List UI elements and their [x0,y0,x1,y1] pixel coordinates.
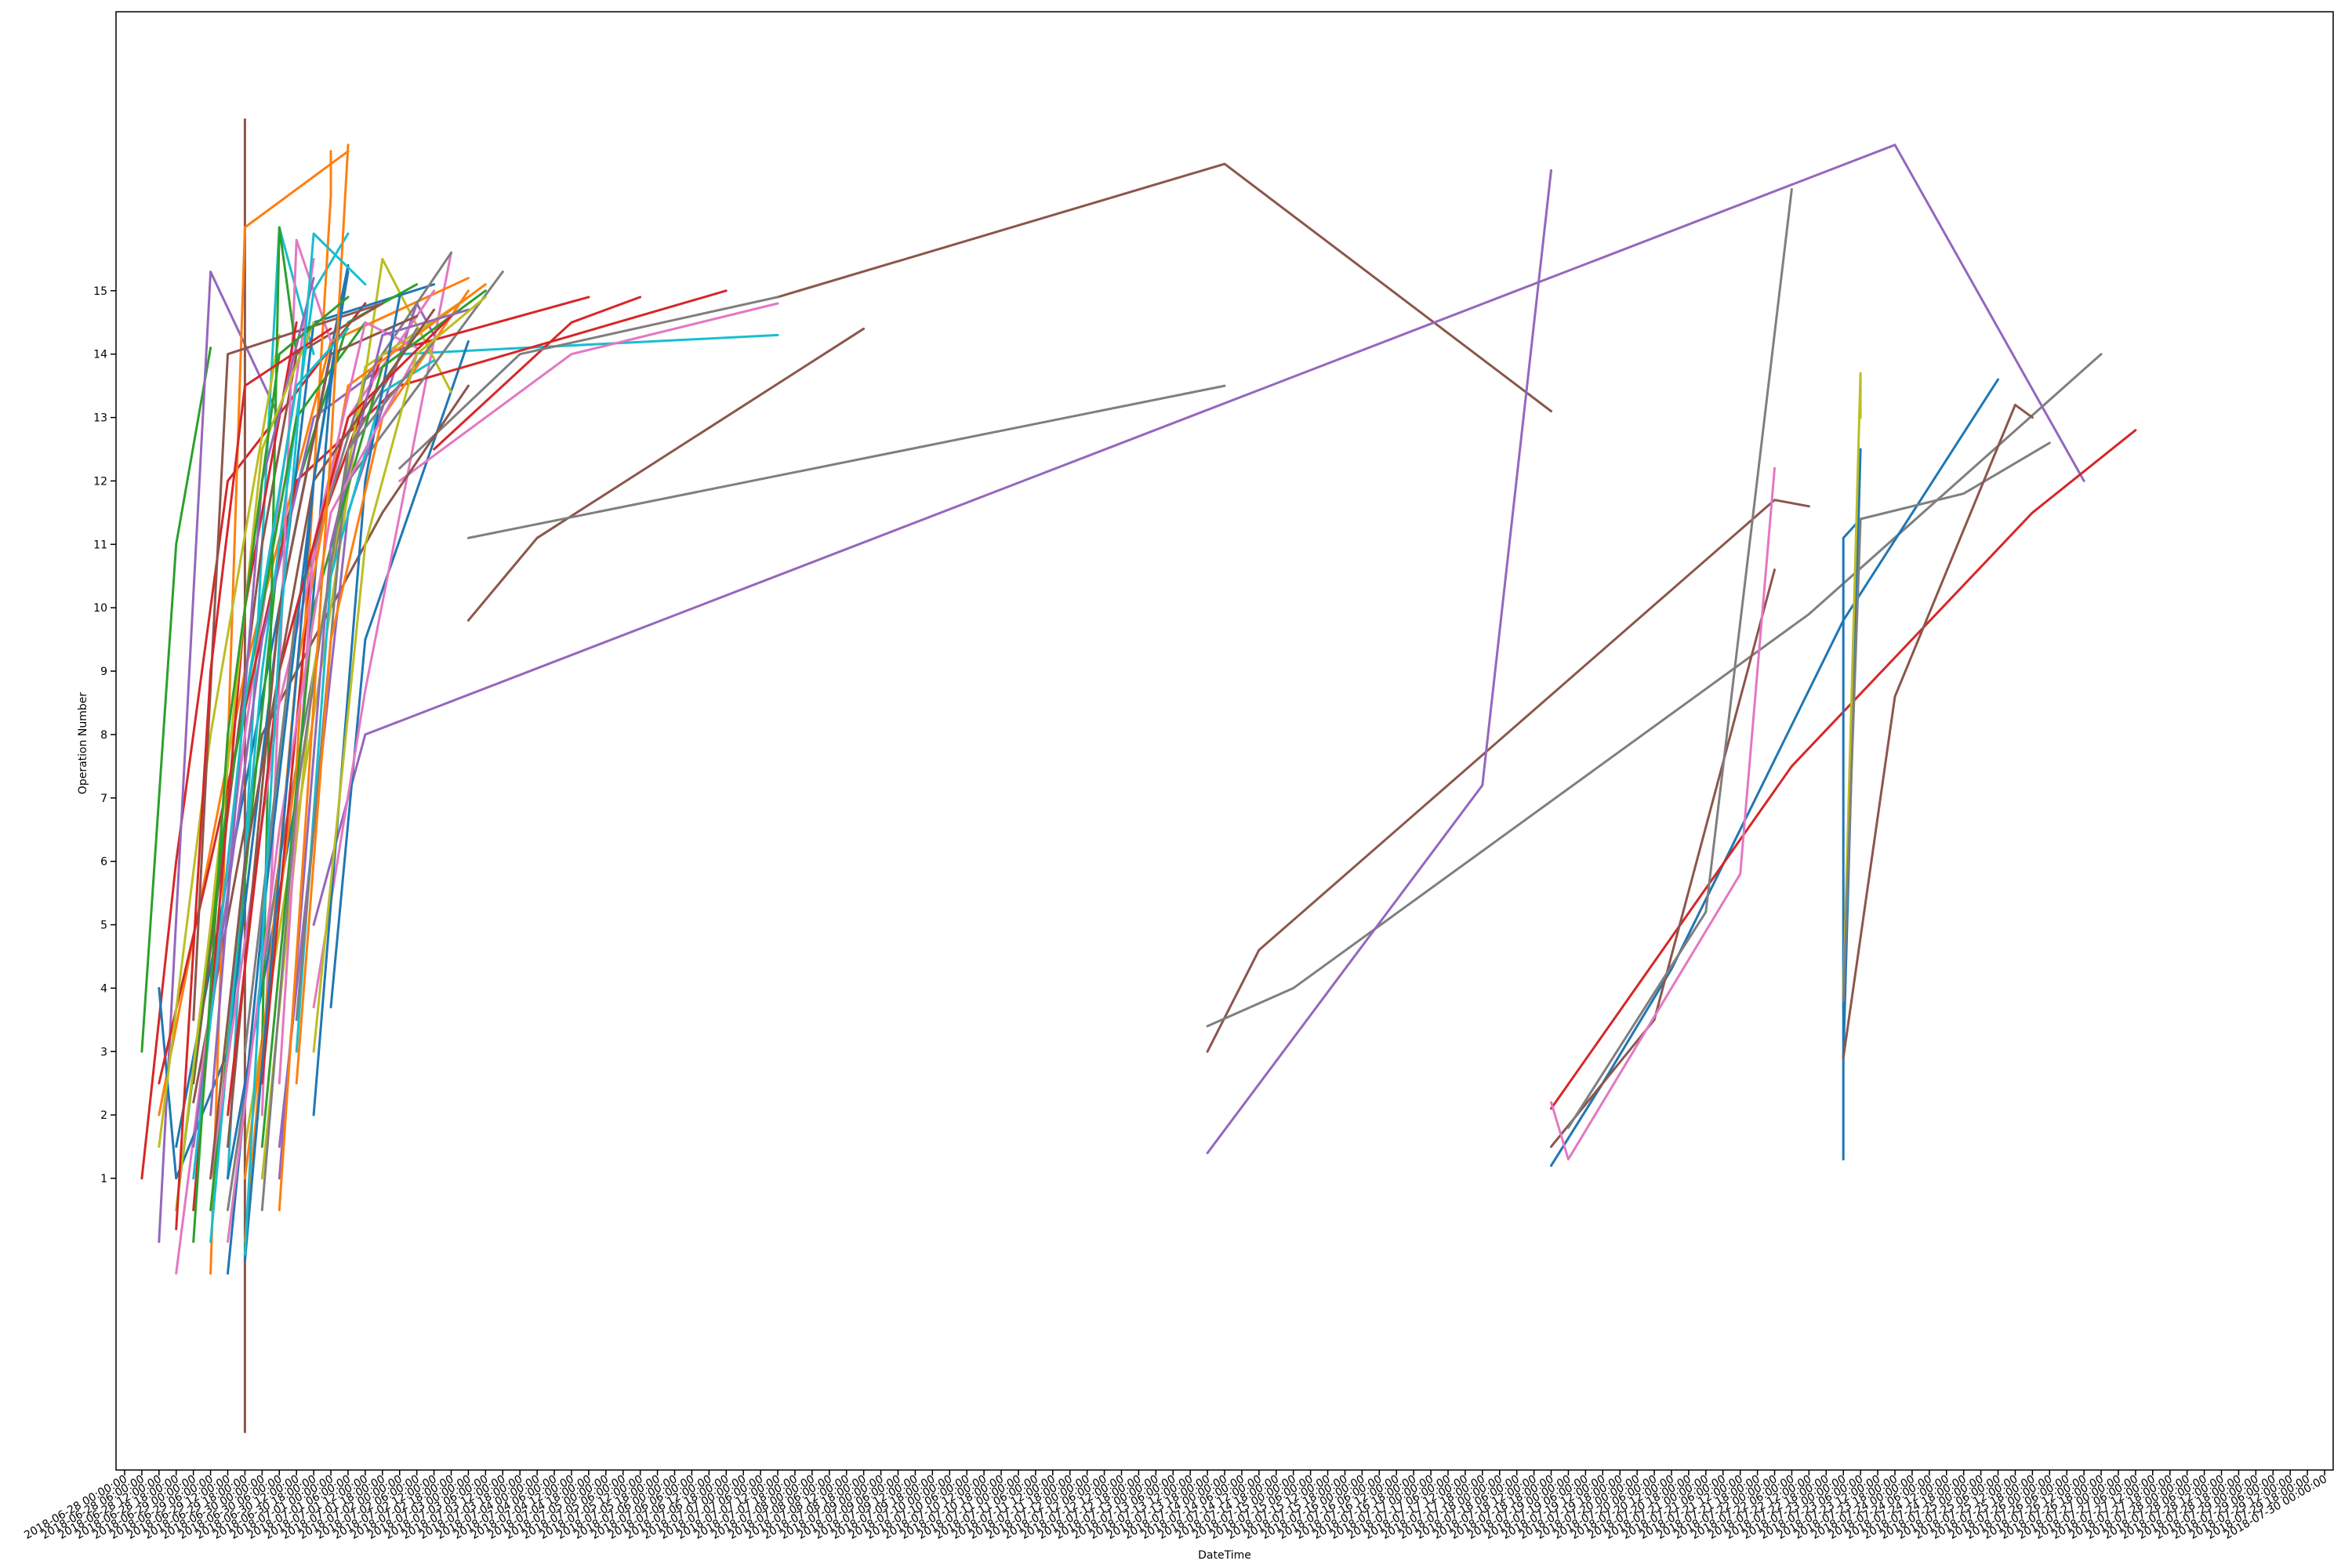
y-tick-label: 5 [100,920,107,932]
y-tick-label: 8 [100,729,107,742]
series-line [1206,499,1810,1053]
series-line [243,251,452,1053]
y-tick-label: 6 [100,856,107,869]
series-line [260,289,487,1149]
series-line [192,302,384,1022]
series-line [1550,466,1776,1161]
series-line [1550,378,1999,1167]
series-line [1550,429,2137,1110]
y-tick-label: 2 [100,1109,107,1122]
series-line [312,143,2085,926]
series-line [243,232,367,1256]
series-line [227,314,419,1149]
series-line [192,327,350,1180]
series-line [1842,441,2051,1003]
y-tick-label: 11 [93,539,107,551]
series-line [175,327,332,1231]
series-line [158,333,281,1149]
y-tick-label: 10 [93,602,107,615]
series-line [398,333,779,356]
series-line [433,296,642,451]
y-tick-label: 4 [100,982,107,995]
series-line [398,302,779,482]
series-line [209,308,436,1180]
series-line [466,327,866,622]
series-line [329,340,470,1009]
y-tick-label: 7 [100,793,107,805]
series-layer [140,118,2137,1433]
y-tick-label: 3 [100,1046,107,1058]
series-line [278,143,350,1211]
series-line [1842,372,1862,996]
series-line [1842,403,2034,1059]
x-axis-label: DateTime [1198,1549,1251,1562]
y-tick-label: 14 [93,349,107,361]
series-line [1566,187,1793,1129]
series-line [1550,568,1776,1149]
series-line [175,321,315,1211]
series-line [398,296,779,470]
series-line [260,340,436,1211]
y-tick-label: 9 [100,666,107,678]
y-tick-label: 15 [93,285,107,298]
y-tick-label: 13 [93,412,107,425]
series-line [466,384,1226,539]
series-line [158,270,281,1243]
series-line [312,296,487,1053]
series-line [776,162,1552,412]
series-line [1206,353,2103,1028]
series-line [227,353,419,1243]
series-line [278,321,419,1085]
series-line [312,296,401,1116]
series-line [1206,169,1552,1155]
series-line [227,314,452,1116]
series-line [158,277,470,1116]
series-line [209,232,350,1243]
y-axis-label: Operation Number [77,692,89,795]
y-tick-label: 1 [100,1173,107,1185]
series-line [140,347,212,1053]
series-line [295,359,436,1053]
series-line [192,296,350,1243]
y-tick-label: 12 [93,475,107,488]
